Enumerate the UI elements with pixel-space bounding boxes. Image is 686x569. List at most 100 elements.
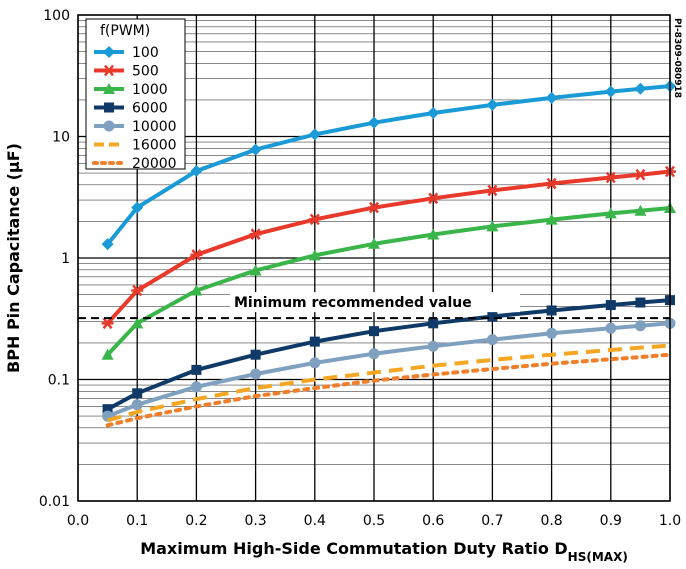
x-tick-label: 0.2 <box>185 513 207 529</box>
x-axis-title: Maximum High-Side Commutation Duty Ratio… <box>140 539 628 564</box>
legend-label: 500 <box>132 64 159 80</box>
series-point <box>250 368 262 380</box>
legend-label: 16000 <box>132 138 177 154</box>
x-tick-label: 0.7 <box>481 513 503 529</box>
series-point <box>634 320 646 332</box>
y-tick-labels: 0.01 0.1 1 10 100 <box>39 8 70 510</box>
legend-item-20000: 20000 <box>92 156 177 172</box>
y-tick-label: 1 <box>61 251 70 267</box>
series-point <box>309 336 320 347</box>
series-point <box>635 297 646 308</box>
figure-id-label: PI-8309-080918 <box>672 18 682 98</box>
series-point <box>545 213 558 225</box>
series-500 <box>101 165 676 330</box>
series-point <box>308 249 321 261</box>
series-point-stroke <box>132 284 143 297</box>
series-point <box>308 213 321 226</box>
series-16000 <box>107 343 671 423</box>
series-point <box>369 326 379 337</box>
x-tick-label: 0.6 <box>422 513 444 529</box>
series-point <box>101 238 114 251</box>
y-tick-label: 100 <box>43 8 70 24</box>
series-point <box>545 177 558 190</box>
series-line <box>106 84 671 246</box>
series-point-stroke <box>487 184 498 197</box>
series-20000 <box>105 352 672 428</box>
series-point <box>103 46 115 58</box>
x-tick-label: 0.8 <box>540 513 562 529</box>
series-line <box>105 352 672 428</box>
series-point <box>605 322 617 334</box>
legend-label: 1000 <box>132 82 168 98</box>
series-point-stroke <box>635 168 646 181</box>
series-point <box>486 184 499 197</box>
legend-title: f(PWM) <box>100 23 150 39</box>
series-point <box>546 327 558 339</box>
series-point <box>250 349 261 360</box>
series-100 <box>101 80 676 251</box>
plot-frame <box>77 14 671 502</box>
series-point <box>634 168 647 181</box>
y-tick-label: 0.1 <box>48 373 70 389</box>
legend-item-100: 100 <box>94 45 159 61</box>
legend-item-500: 500 <box>94 64 159 80</box>
legend: f(PWM) 100 500 1000 6000 10000 16000 20000 <box>85 18 186 172</box>
series-point <box>308 128 321 141</box>
x-tick-label: 0.5 <box>363 513 385 529</box>
series-point-stroke <box>191 249 202 261</box>
series-point <box>486 98 499 111</box>
series-point <box>427 340 439 352</box>
series-point <box>103 120 115 132</box>
series-point <box>427 192 440 205</box>
minimum-recommended-label: Minimum recommended value <box>234 295 472 311</box>
series-point <box>103 83 115 94</box>
x-tick-label: 0.0 <box>67 513 89 529</box>
series-point <box>604 171 617 184</box>
y-tick-label: 10 <box>52 130 70 146</box>
legend-item-1000: 1000 <box>94 82 168 98</box>
series-point <box>132 388 143 399</box>
series-point <box>191 364 202 375</box>
series-1000 <box>101 201 676 360</box>
legend-label: 100 <box>132 45 159 61</box>
series-point <box>102 404 113 415</box>
series-point-stroke <box>102 317 113 330</box>
series-point <box>604 85 617 98</box>
series-point <box>131 284 144 297</box>
series-point <box>368 116 380 129</box>
series-line <box>106 298 671 411</box>
series-layer <box>101 80 676 428</box>
series-point <box>368 348 380 360</box>
series-10000 <box>102 317 676 422</box>
legend-item-16000: 16000 <box>94 138 177 154</box>
x-axis-title-main: Maximum High-Side Commutation Duty Ratio… <box>140 539 567 558</box>
series-point <box>190 284 203 296</box>
legend-items: 100 500 1000 6000 10000 16000 20000 <box>92 45 177 172</box>
y-tick-label: 0.01 <box>39 494 70 510</box>
series-point <box>131 201 144 214</box>
series-point <box>190 381 202 393</box>
series-point <box>190 165 203 178</box>
series-point-stroke <box>104 64 114 77</box>
series-point <box>545 91 558 104</box>
series-point <box>131 317 144 329</box>
legend-label: 6000 <box>132 101 168 117</box>
x-tick-label: 1.0 <box>659 513 681 529</box>
series-point-stroke <box>605 171 616 184</box>
x-axis-title-subscript: HS(MAX) <box>568 550 628 564</box>
series-point <box>427 228 440 240</box>
x-tick-labels: 0.0 0.1 0.2 0.3 0.4 0.5 0.6 0.7 0.8 0.9 1.0 <box>67 513 681 529</box>
series-point <box>101 317 114 330</box>
series-point-stroke <box>546 177 557 190</box>
series-point <box>634 204 647 216</box>
series-point <box>101 348 114 360</box>
series-point <box>486 334 498 346</box>
series-point <box>309 357 321 369</box>
series-point-stroke <box>250 228 261 240</box>
series-point-stroke <box>428 192 439 205</box>
legend-label: 10000 <box>132 119 177 135</box>
series-point <box>249 228 262 240</box>
series-point-stroke <box>309 213 320 226</box>
legend-item-10000: 10000 <box>94 119 177 135</box>
annotation-background <box>230 292 520 313</box>
